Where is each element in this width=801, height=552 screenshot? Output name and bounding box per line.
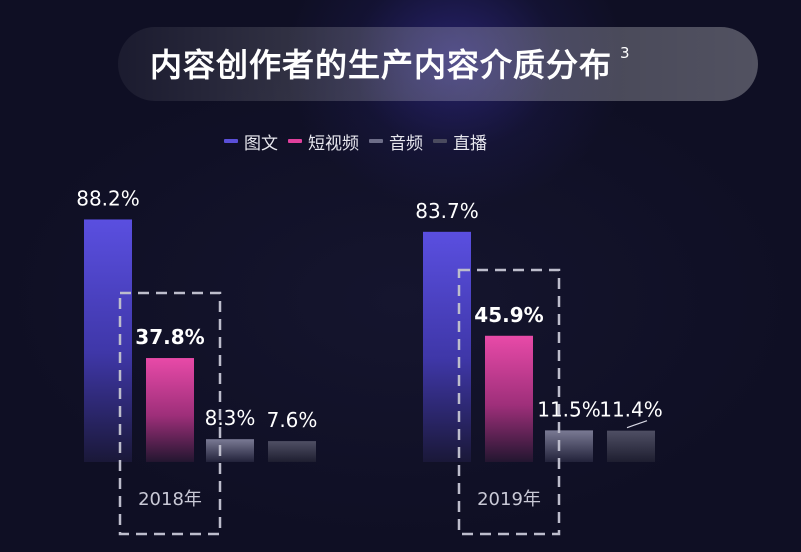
- leader-line: [626, 420, 648, 429]
- bar-tuwen-2: [423, 231, 471, 462]
- legend-swatch: [288, 139, 302, 143]
- value-label: 83.7%: [415, 199, 479, 223]
- highlight-box: [118, 291, 222, 536]
- bar-live-2: [607, 430, 655, 462]
- title-banner: [118, 27, 758, 101]
- value-label: 45.9%: [474, 303, 543, 327]
- legend-swatch: [433, 139, 447, 143]
- legend-item: 直播: [433, 129, 487, 154]
- legend-swatch: [224, 139, 238, 143]
- value-label: 11.5%: [537, 397, 601, 421]
- highlight-box: [457, 268, 561, 536]
- legend-item: 音频: [369, 129, 423, 154]
- page-title: 内容创作者的生产内容介质分布 3: [150, 40, 631, 86]
- title-footnote: 3: [620, 44, 631, 62]
- legend-item: 短视频: [288, 129, 359, 154]
- value-label: 11.4%: [599, 398, 663, 422]
- chart-legend: 图文 短视频 音频 直播: [224, 129, 487, 154]
- year-label: 2019年: [477, 489, 541, 510]
- bar-audio-1: [206, 439, 254, 462]
- legend-label: 音频: [389, 133, 423, 154]
- bar-short-video-2: [485, 335, 533, 462]
- value-label: 8.3%: [205, 406, 256, 430]
- legend-item: 图文: [224, 129, 278, 154]
- value-label: 37.8%: [135, 325, 204, 349]
- legend-label: 直播: [453, 133, 487, 154]
- bar-short-video-1: [146, 358, 194, 462]
- year-label: 2018年: [138, 489, 202, 510]
- bar-audio-2: [545, 430, 593, 462]
- legend-label: 短视频: [308, 133, 359, 154]
- value-label: 7.6%: [267, 408, 318, 432]
- legend-label: 图文: [244, 133, 278, 154]
- legend-swatch: [369, 139, 383, 143]
- title-text: 内容创作者的生产内容介质分布: [150, 46, 613, 84]
- bar-live-1: [268, 441, 316, 462]
- bar-tuwen-1: [84, 219, 132, 462]
- value-label: 88.2%: [76, 186, 140, 210]
